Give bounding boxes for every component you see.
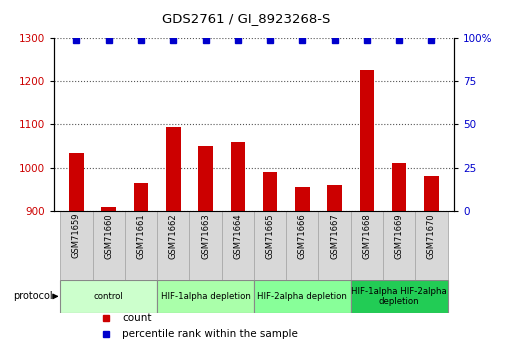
Text: HIF-1alpha HIF-2alpha
depletion: HIF-1alpha HIF-2alpha depletion — [351, 287, 447, 306]
Bar — [286, 211, 319, 280]
Bar — [125, 211, 157, 280]
Bar — [254, 280, 351, 313]
Bar — [134, 183, 148, 211]
Text: percentile rank within the sample: percentile rank within the sample — [122, 329, 298, 339]
Text: HIF-1alpha depletion: HIF-1alpha depletion — [161, 292, 250, 301]
Bar — [295, 187, 310, 211]
Text: GSM71669: GSM71669 — [394, 213, 404, 259]
Bar — [392, 163, 406, 211]
Text: GSM71664: GSM71664 — [233, 213, 242, 259]
Text: GSM71663: GSM71663 — [201, 213, 210, 259]
Text: GSM71659: GSM71659 — [72, 213, 81, 258]
Text: protocol: protocol — [13, 292, 52, 302]
Text: GSM71662: GSM71662 — [169, 213, 178, 259]
Bar — [157, 280, 254, 313]
Text: GSM71670: GSM71670 — [427, 213, 436, 259]
Bar — [319, 211, 351, 280]
Bar — [166, 127, 181, 211]
Text: GDS2761 / GI_8923268-S: GDS2761 / GI_8923268-S — [162, 12, 330, 26]
Text: GSM71667: GSM71667 — [330, 213, 339, 259]
Text: GSM71660: GSM71660 — [104, 213, 113, 259]
Bar — [102, 207, 116, 211]
Bar — [351, 280, 447, 313]
Bar — [61, 280, 157, 313]
Text: control: control — [94, 292, 124, 301]
Bar — [230, 142, 245, 211]
Bar — [198, 146, 213, 211]
Bar — [360, 70, 374, 211]
Bar — [189, 211, 222, 280]
Bar — [69, 152, 84, 211]
Text: GSM71668: GSM71668 — [362, 213, 371, 259]
Bar — [254, 211, 286, 280]
Text: count: count — [122, 314, 151, 324]
Bar — [383, 211, 416, 280]
Text: GSM71666: GSM71666 — [298, 213, 307, 259]
Bar — [92, 211, 125, 280]
Text: HIF-2alpha depletion: HIF-2alpha depletion — [258, 292, 347, 301]
Text: GSM71661: GSM71661 — [136, 213, 146, 259]
Bar — [327, 185, 342, 211]
Text: GSM71665: GSM71665 — [266, 213, 274, 259]
Bar — [424, 176, 439, 211]
Bar — [416, 211, 447, 280]
Bar — [61, 211, 92, 280]
Bar — [222, 211, 254, 280]
Bar — [263, 172, 278, 211]
Bar — [157, 211, 189, 280]
Bar — [351, 211, 383, 280]
